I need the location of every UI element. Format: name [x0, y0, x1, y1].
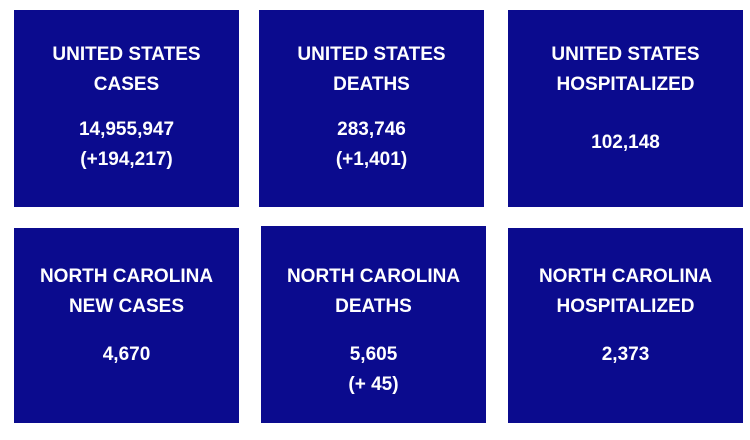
- stat-tile: NORTH CAROLINA DEATHS 5,605 (+ 45): [261, 226, 486, 423]
- tile-value: 14,955,947: [78, 119, 175, 140]
- tile-title: CASES: [93, 74, 160, 95]
- tile-title: UNITED STATES: [52, 44, 201, 65]
- stat-tile: UNITED STATES HOSPITALIZED 102,148: [508, 10, 743, 207]
- stat-tile: UNITED STATES CASES 14,955,947 (+194,217): [14, 10, 239, 207]
- tile-title: HOSPITALIZED: [556, 74, 695, 95]
- stat-tile: UNITED STATES DEATHS 283,746 (+1,401): [259, 10, 484, 207]
- tile-title: UNITED STATES: [297, 44, 446, 65]
- tile-value: 5,605: [349, 344, 398, 365]
- tile-title: NORTH CAROLINA: [286, 266, 461, 287]
- tile-value: (+ 45): [348, 374, 399, 395]
- tile-title: DEATHS: [335, 296, 412, 317]
- tile-value: 102,148: [591, 132, 660, 153]
- tile-value: 2,373: [601, 344, 650, 365]
- stat-tile: NORTH CAROLINA HOSPITALIZED 2,373: [508, 228, 743, 423]
- tile-value: 283,746: [337, 119, 406, 140]
- tile-title: NORTH CAROLINA: [538, 266, 713, 287]
- tile-title: HOSPITALIZED: [556, 296, 695, 317]
- tile-value: (+1,401): [335, 149, 408, 170]
- tile-title: NEW CASES: [68, 296, 185, 317]
- tile-title: NORTH CAROLINA: [39, 266, 214, 287]
- stat-tile: NORTH CAROLINA NEW CASES 4,670: [14, 228, 239, 423]
- tile-title: UNITED STATES: [551, 44, 700, 65]
- tile-title: DEATHS: [333, 74, 410, 95]
- tile-value: (+194,217): [80, 149, 173, 170]
- tile-value: 4,670: [102, 344, 151, 365]
